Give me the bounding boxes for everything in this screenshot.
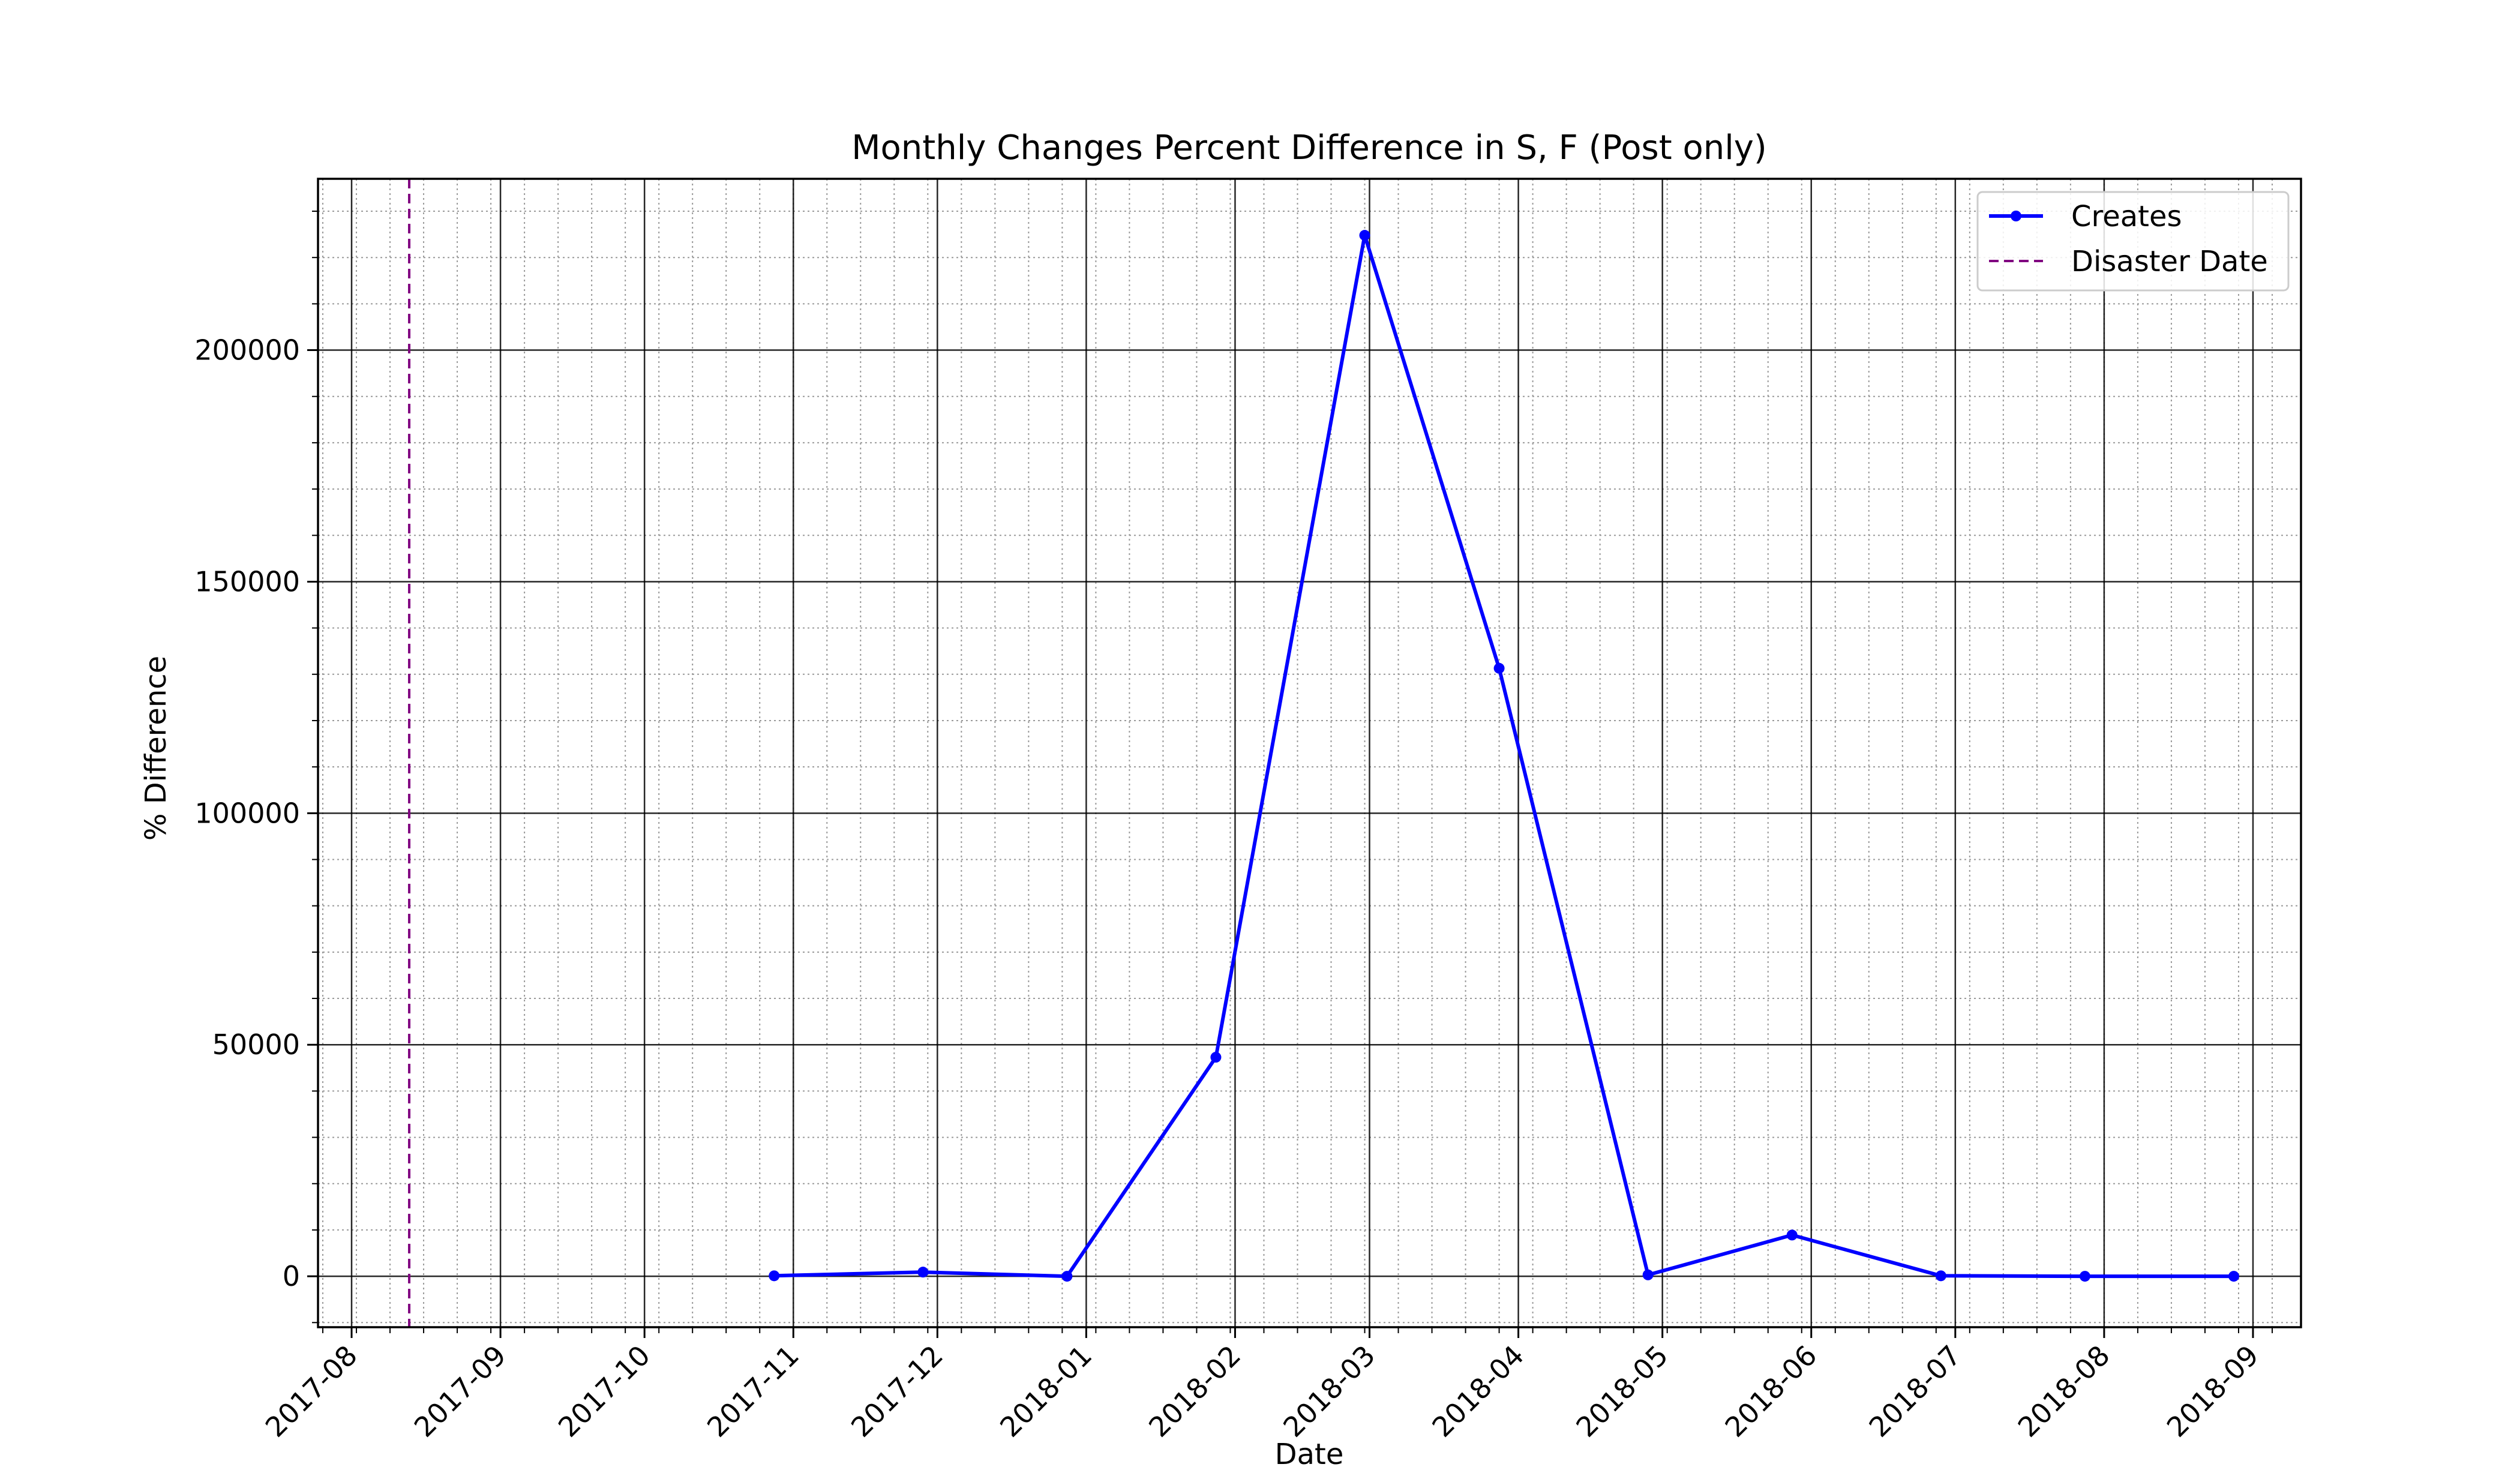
legend-label-creates: Creates	[2071, 200, 2182, 233]
y-tick-label: 150000	[194, 565, 300, 598]
plot-background	[318, 179, 2301, 1327]
creates-data-point	[917, 1267, 929, 1278]
legend-frame	[1976, 191, 2290, 292]
legend: Creates Disaster Date	[1976, 191, 2290, 292]
y-tick-label: 100000	[194, 797, 300, 829]
legend-label-disaster-date: Disaster Date	[2071, 245, 2268, 278]
y-tick-label: 200000	[194, 334, 300, 367]
y-tick-label: 50000	[212, 1028, 300, 1061]
series-layer	[408, 179, 2239, 1327]
creates-data-point	[1061, 1271, 1073, 1282]
major-gridlines	[318, 179, 2301, 1327]
creates-data-point	[1786, 1229, 1798, 1241]
creates-data-point	[1493, 662, 1505, 674]
chart-title: Monthly Changes Percent Difference in S,…	[851, 128, 1767, 167]
legend-marker-creates	[2011, 211, 2021, 221]
creates-data-point	[2228, 1271, 2239, 1282]
y-axis-label: % Difference	[139, 656, 173, 841]
creates-data-point	[769, 1270, 780, 1282]
y-axis: 0 50000 100000 150000 200000	[194, 334, 318, 1292]
creates-data-point	[1359, 230, 1370, 241]
plot-area	[318, 179, 2301, 1327]
y-tick-label: 0	[283, 1260, 300, 1292]
creates-data-point	[1935, 1270, 1946, 1282]
creates-data-point	[1210, 1052, 1222, 1063]
axes-border	[317, 178, 2302, 1328]
x-axis-label: Date	[1275, 1438, 1344, 1470]
creates-data-point	[2079, 1271, 2090, 1282]
axes-frame	[317, 178, 2302, 1328]
creates-data-point	[1642, 1269, 1654, 1280]
